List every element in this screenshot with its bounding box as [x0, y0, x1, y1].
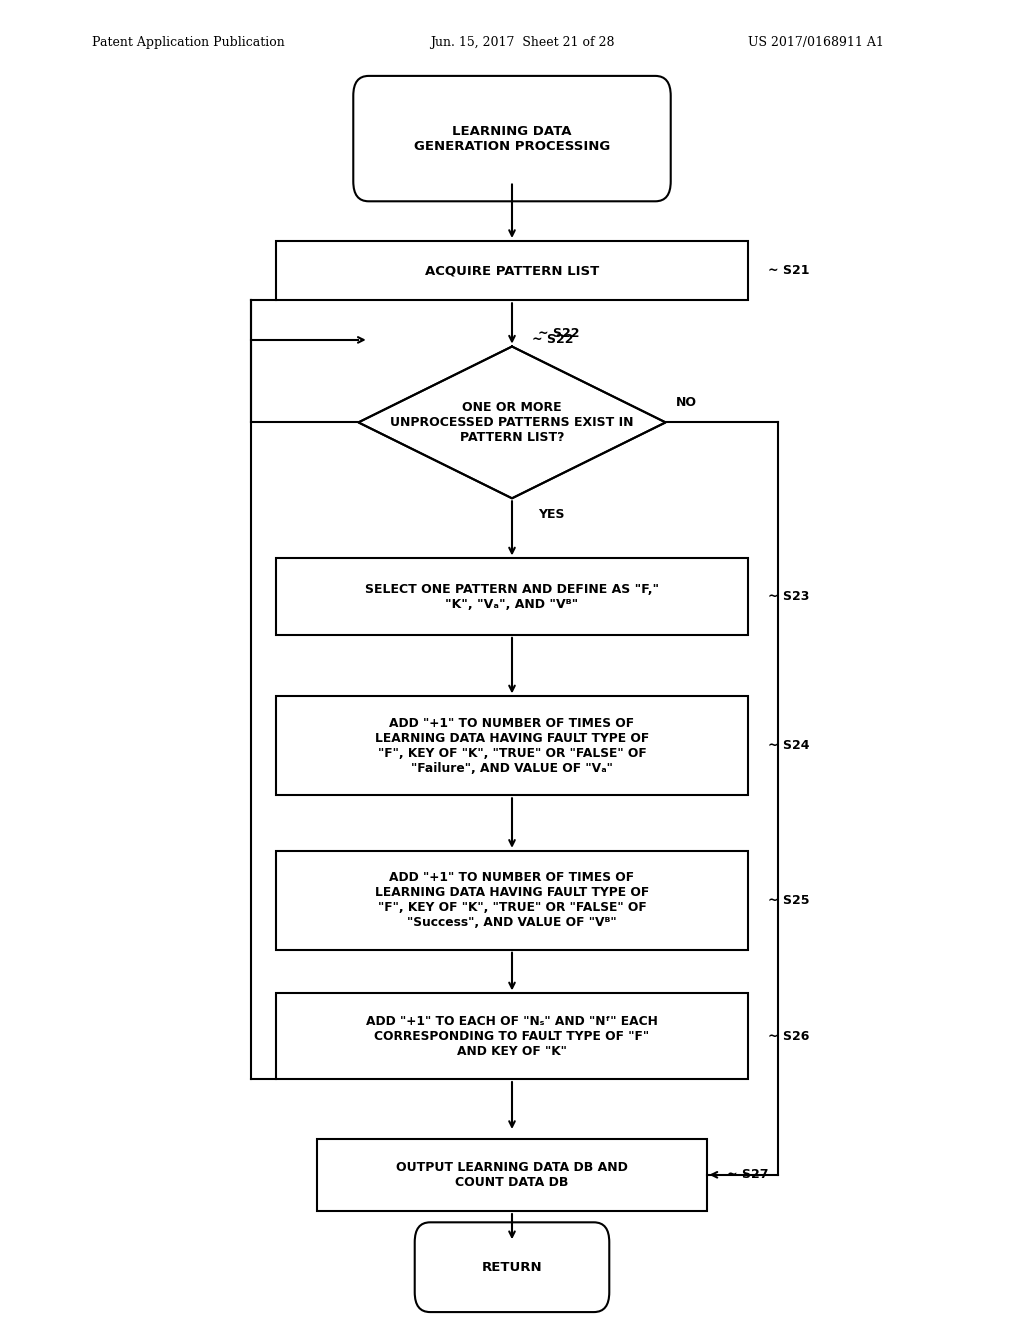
- Text: ONE OR MORE
UNPROCESSED PATTERNS EXIST IN
PATTERN LIST?: ONE OR MORE UNPROCESSED PATTERNS EXIST I…: [390, 401, 634, 444]
- Text: FIG. 21: FIG. 21: [452, 74, 572, 103]
- Text: ~ S24: ~ S24: [768, 739, 810, 752]
- Bar: [276, 993, 748, 1080]
- Text: ~ S23: ~ S23: [768, 590, 809, 603]
- Text: OUTPUT LEARNING DATA DB AND
COUNT DATA DB: OUTPUT LEARNING DATA DB AND COUNT DATA D…: [396, 1160, 628, 1189]
- Text: SELECT ONE PATTERN AND DEFINE AS "F,"
"K", "Vₐ", AND "Vᴮ": SELECT ONE PATTERN AND DEFINE AS "F," "K…: [365, 582, 659, 611]
- Bar: [317, 1138, 707, 1212]
- Text: ADD "+1" TO EACH OF "Nₛ" AND "Nᶠ" EACH
CORRESPONDING TO FAULT TYPE OF "F"
AND KE: ADD "+1" TO EACH OF "Nₛ" AND "Nᶠ" EACH C…: [366, 1015, 658, 1057]
- Text: ADD "+1" TO NUMBER OF TIMES OF
LEARNING DATA HAVING FAULT TYPE OF
"F", KEY OF "K: ADD "+1" TO NUMBER OF TIMES OF LEARNING …: [375, 871, 649, 929]
- Text: ~ S22: ~ S22: [532, 334, 574, 346]
- Text: ~ S22: ~ S22: [538, 327, 580, 339]
- Text: LEARNING DATA
GENERATION PROCESSING: LEARNING DATA GENERATION PROCESSING: [414, 124, 610, 153]
- Bar: [276, 558, 748, 635]
- Text: YES: YES: [538, 508, 564, 520]
- Text: RETURN: RETURN: [481, 1261, 543, 1274]
- Text: NO: NO: [676, 396, 697, 409]
- FancyBboxPatch shape: [353, 77, 671, 201]
- Text: ~ S26: ~ S26: [768, 1030, 809, 1043]
- Text: ADD "+1" TO NUMBER OF TIMES OF
LEARNING DATA HAVING FAULT TYPE OF
"F", KEY OF "K: ADD "+1" TO NUMBER OF TIMES OF LEARNING …: [375, 717, 649, 775]
- Bar: [276, 697, 748, 795]
- Polygon shape: [358, 346, 666, 498]
- Text: US 2017/0168911 A1: US 2017/0168911 A1: [748, 36, 884, 49]
- Bar: [276, 240, 748, 300]
- Text: Jun. 15, 2017  Sheet 21 of 28: Jun. 15, 2017 Sheet 21 of 28: [430, 36, 614, 49]
- Text: ACQUIRE PATTERN LIST: ACQUIRE PATTERN LIST: [425, 264, 599, 277]
- Text: ~ S25: ~ S25: [768, 894, 810, 907]
- Bar: [276, 850, 748, 950]
- Text: ~ S21: ~ S21: [768, 264, 810, 277]
- Text: Patent Application Publication: Patent Application Publication: [92, 36, 285, 49]
- FancyBboxPatch shape: [415, 1222, 609, 1312]
- Text: ~ S27: ~ S27: [727, 1168, 769, 1181]
